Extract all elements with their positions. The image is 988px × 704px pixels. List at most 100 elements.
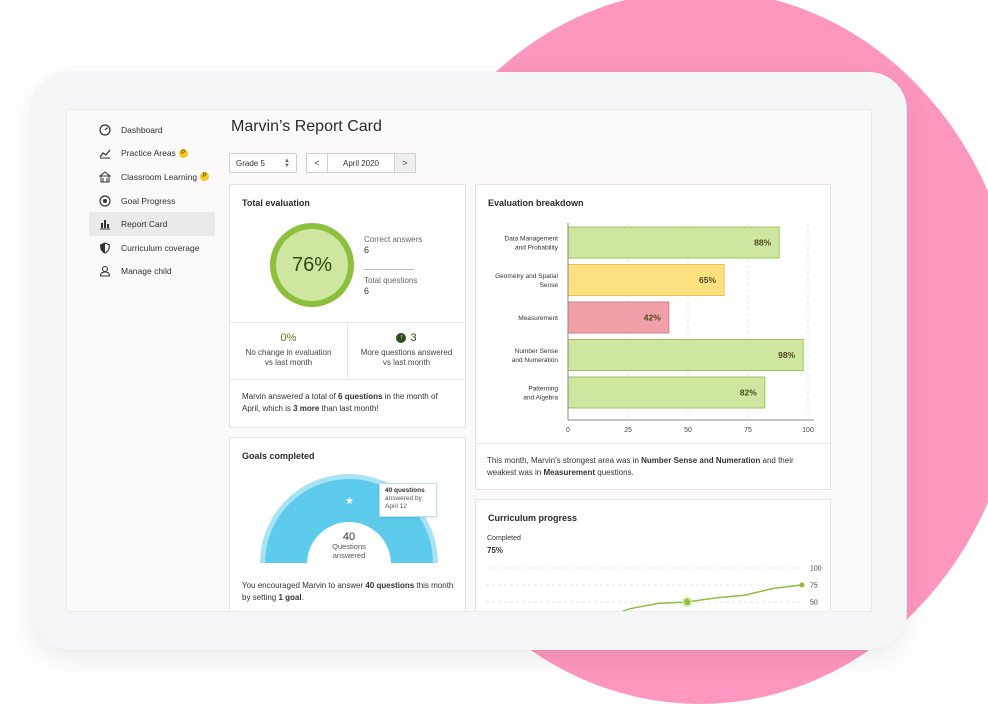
sidebar-item-practice-areas[interactable]: Practice Areas P — [89, 142, 215, 166]
category-label: Measurement — [518, 315, 558, 322]
category-label: and Probability — [515, 245, 559, 252]
curriculum-progress-card: Curriculum progress Completed 75% 50 75 10… — [475, 499, 831, 611]
summary-bold: Measurement — [543, 468, 596, 477]
evaluation-ring: 76% — [270, 223, 354, 307]
summary-bold: 1 goal — [278, 593, 302, 602]
category-label: Data Management — [505, 236, 559, 243]
x-tick-label: 50 — [684, 427, 692, 434]
sidebar-item-label: Classroom Learning — [121, 171, 198, 182]
questions-change-row: ↑ 3 — [348, 332, 465, 344]
month-navigator: < April 2020 > — [306, 153, 416, 173]
app-screen: Dashboard Practice Areas P Classroom Lea… — [66, 109, 872, 612]
school-icon — [98, 170, 111, 183]
summary-bold: Number Sense and Numeration — [641, 456, 761, 465]
bar-chart-icon — [98, 218, 111, 231]
y-tick-label: 50 — [810, 600, 818, 607]
end-point — [799, 582, 805, 588]
gauge-count-label: Questions — [332, 542, 366, 551]
evaluation-change: 0% No change in evaluation vs last month — [230, 323, 347, 379]
category-label: Patterning — [528, 386, 558, 393]
questions-change-value: 3 — [410, 332, 417, 344]
highlight-point — [684, 599, 691, 605]
select-caret-icon: ▲ ▼ — [284, 158, 290, 169]
sidebar-item-label: Practice Areas — [121, 148, 176, 159]
page-title: Marvin’s Report Card — [231, 118, 382, 135]
sidebar-item-label: Dashboard — [121, 124, 163, 135]
goals-summary: You encouraged Marvin to answer 40 quest… — [242, 580, 456, 604]
correct-answers-stat: Correct answers 6 — [364, 235, 424, 255]
sidebar-item-manage-child[interactable]: Manage child — [89, 260, 215, 284]
bar — [567, 264, 725, 296]
bar-data-label: 98% — [778, 350, 795, 360]
y-tick-label: 100 — [810, 566, 822, 573]
sidebar-item-classroom-learning[interactable]: Classroom Learning P — [89, 165, 215, 189]
speedometer-icon — [98, 123, 111, 136]
bar — [567, 301, 670, 334]
series-line — [621, 584, 803, 611]
sidebar-item-label: Report Card — [121, 219, 168, 230]
questions-change: ↑ 3 More questions answered vs last mont… — [347, 323, 465, 379]
card-title: Total evaluation — [242, 198, 310, 208]
evaluation-change-label: No change in evaluation — [245, 348, 332, 357]
grade-select[interactable]: Grade 5 ▲ ▼ — [229, 153, 297, 173]
trend-chart-icon — [98, 147, 111, 160]
bar-data-label: 65% — [699, 275, 716, 285]
curriculum-line-chart: 50 75 100 — [486, 566, 822, 611]
bar-data-label: 42% — [644, 313, 661, 323]
evaluation-change-value: 0% — [280, 332, 297, 344]
card-title: Goals completed — [242, 451, 315, 461]
previous-month-button[interactable]: < — [306, 153, 328, 173]
user-icon — [98, 265, 111, 278]
evaluation-change-label: vs last month — [264, 358, 313, 367]
category-label: and Algebra — [523, 395, 558, 402]
total-evaluation-card: Total evaluation 76% Correct answers 6 T… — [229, 184, 466, 428]
sidebar-item-goal-progress[interactable]: Goal Progress — [89, 189, 215, 213]
questions-change-label: More questions answered — [360, 348, 453, 357]
grade-select-value: Grade 5 — [236, 158, 265, 168]
summary-text: This month, Marvin’s strongest area was … — [487, 456, 642, 465]
evaluation-comparison: 0% No change in evaluation vs last month… — [230, 322, 465, 380]
questions-change-label: vs last month — [382, 358, 431, 367]
evaluation-breakdown-card: Evaluation breakdown 0 25 50 75 100 88% Data M… — [475, 184, 831, 490]
bar-data-label: 82% — [740, 388, 757, 398]
x-tick-label: 75 — [744, 427, 752, 434]
bar — [567, 376, 766, 409]
x-tick-label: 100 — [802, 427, 814, 434]
gauge-count: 40 — [342, 531, 356, 543]
summary-text: . — [301, 593, 304, 602]
premium-badge-icon: P — [200, 172, 210, 182]
tablet-frame: Dashboard Practice Areas P Classroom Lea… — [31, 72, 907, 650]
evaluation-summary: Marvin answered a total of 6 questions i… — [242, 391, 454, 415]
card-title: Evaluation breakdown — [488, 198, 584, 208]
star-icon: ★ — [345, 496, 354, 507]
bar-data-label: 88% — [754, 238, 771, 248]
y-tick-label: 75 — [810, 583, 818, 590]
bar — [567, 226, 780, 259]
bar — [567, 339, 804, 371]
premium-badge-icon: P — [178, 148, 188, 158]
completed-label: Completed — [487, 535, 521, 542]
target-icon — [98, 194, 111, 207]
next-month-button[interactable]: > — [394, 153, 416, 173]
correct-answers-label: Correct answers — [364, 235, 423, 244]
sidebar-item-label: Curriculum coverage — [121, 242, 200, 253]
summary-text: questions. — [595, 468, 634, 477]
tooltip-line: April 12 — [385, 503, 408, 510]
sidebar-item-report-card[interactable]: Report Card — [89, 212, 215, 236]
goal-tooltip: 40 questions answered by April 12 — [379, 483, 437, 517]
breakdown-bar-chart: 0 25 50 75 100 88% Data Management and Probabil… — [495, 223, 814, 434]
gauge-label: 40 Questions answered — [260, 531, 438, 561]
x-tick-label: 0 — [566, 427, 570, 434]
report-controls: Grade 5 ▲ ▼ < April 2020 > — [229, 153, 416, 173]
correct-answers-value: 6 — [364, 245, 370, 255]
sidebar-item-curriculum-coverage[interactable]: Curriculum coverage — [89, 236, 215, 260]
summary-bold: 3 more — [293, 404, 320, 413]
summary-bold: 6 questions — [338, 392, 383, 401]
sidebar-item-dashboard[interactable]: Dashboard — [89, 118, 215, 142]
goals-completed-card: Goals completed ★ 40 Questions answered … — [229, 437, 466, 611]
breakdown-summary: This month, Marvin’s strongest area was … — [487, 455, 823, 479]
card-divider — [476, 443, 830, 444]
sidebar-item-label: Manage child — [121, 266, 172, 277]
evaluation-percent: 76% — [276, 229, 348, 301]
gauge-count-label: answered — [332, 551, 366, 560]
